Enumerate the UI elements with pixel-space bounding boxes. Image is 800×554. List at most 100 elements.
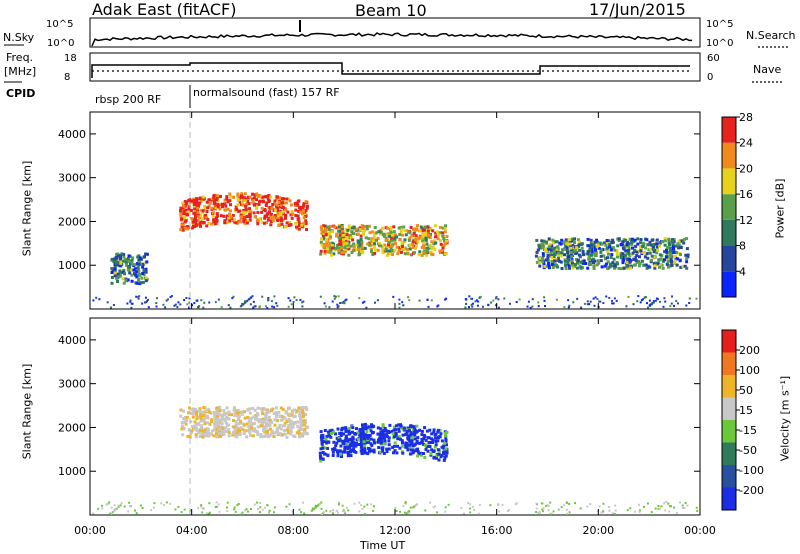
velocity-point — [357, 437, 360, 441]
power-point — [221, 205, 224, 209]
power-point — [141, 265, 145, 269]
power-point — [357, 253, 361, 257]
velocity-point — [194, 433, 198, 437]
power-point — [535, 260, 539, 264]
velocity-point — [363, 444, 367, 448]
power-point — [415, 228, 418, 231]
power-ground-point — [254, 305, 257, 308]
power-ground-point — [464, 306, 467, 309]
power-point — [587, 257, 591, 261]
power-point — [145, 252, 149, 256]
power-point — [205, 224, 209, 228]
power-point — [442, 237, 446, 241]
power-point — [434, 231, 438, 235]
velocity-point — [287, 431, 290, 435]
velocity-point — [401, 444, 405, 448]
freq-trace — [91, 62, 690, 78]
power-point — [195, 202, 199, 206]
velocity-point — [331, 454, 335, 457]
power-colorbar-cell — [722, 219, 736, 246]
power-ground-point — [555, 298, 558, 301]
velocity-ground-point — [695, 506, 698, 509]
velocity-point — [296, 424, 300, 428]
velocity-point — [273, 423, 277, 427]
velocity-point — [422, 433, 426, 437]
velocity-ground-point — [264, 506, 266, 509]
velocity-ground-point — [654, 507, 657, 510]
velocity-point — [227, 417, 231, 421]
power-point — [131, 256, 135, 260]
power-point — [302, 204, 306, 208]
power-ground-point — [639, 301, 642, 304]
power-point — [667, 241, 671, 245]
velocity-point — [437, 452, 441, 456]
power-point — [621, 253, 625, 257]
power-point — [225, 217, 229, 221]
velocity-point — [224, 426, 227, 430]
power-ground-point — [598, 300, 601, 303]
power-point — [141, 280, 145, 284]
power-point — [192, 200, 196, 204]
power-ground-point — [129, 300, 132, 303]
power-point — [381, 247, 385, 251]
power-point — [557, 253, 561, 257]
power-point — [658, 244, 661, 248]
velocity-point — [440, 439, 444, 443]
power-ground-point — [503, 297, 506, 300]
power-point — [115, 276, 119, 280]
power-point — [243, 196, 247, 200]
velocity-point — [222, 409, 226, 413]
velocity-point — [408, 443, 411, 447]
velocity-ground-point — [405, 512, 408, 515]
power-point — [343, 245, 347, 249]
power-ground-point — [572, 301, 575, 304]
velocity-point — [433, 456, 437, 460]
power-point — [321, 234, 325, 238]
power-ground-point — [126, 302, 129, 305]
power-point — [252, 211, 256, 215]
power-ground-point — [659, 300, 661, 303]
power-ground-point — [130, 306, 133, 309]
power-point — [424, 239, 428, 243]
power-point — [255, 204, 259, 208]
power-point — [604, 243, 608, 247]
power-point — [255, 207, 258, 211]
power-point — [619, 254, 623, 258]
power-point — [607, 252, 610, 256]
power-point — [422, 251, 426, 254]
velocity-point — [241, 427, 245, 431]
power-point — [560, 238, 564, 242]
power-ground-point — [398, 302, 401, 305]
power-point — [562, 247, 566, 251]
power-point — [134, 263, 138, 267]
velocity-point — [270, 429, 274, 433]
velocity-ground-point — [117, 504, 120, 507]
power-point — [387, 232, 391, 236]
power-point — [592, 264, 596, 268]
power-point — [656, 262, 660, 266]
power-point — [344, 239, 348, 243]
power-ground-point — [608, 296, 611, 299]
power-point — [403, 240, 406, 244]
velocity-ground-point — [141, 507, 144, 509]
power-point — [587, 255, 591, 259]
power-point — [330, 230, 334, 234]
power-point — [676, 242, 680, 246]
power-colorbar-tick-label: 28 — [739, 111, 753, 124]
power-point — [327, 228, 331, 232]
power-point — [428, 227, 432, 231]
power-point — [557, 256, 560, 260]
velocity-ground-point — [291, 510, 294, 513]
power-point — [633, 256, 637, 260]
power-point — [398, 246, 402, 250]
velocity-point — [245, 435, 249, 439]
power-point — [322, 245, 326, 249]
velocity-ground-point — [546, 503, 549, 506]
power-point — [352, 248, 356, 252]
velocity-ground-point — [579, 507, 582, 510]
power-point — [345, 233, 349, 237]
power-point — [351, 238, 355, 242]
power-point — [671, 245, 675, 249]
velocity-point — [256, 425, 260, 429]
velocity-point — [266, 408, 269, 412]
